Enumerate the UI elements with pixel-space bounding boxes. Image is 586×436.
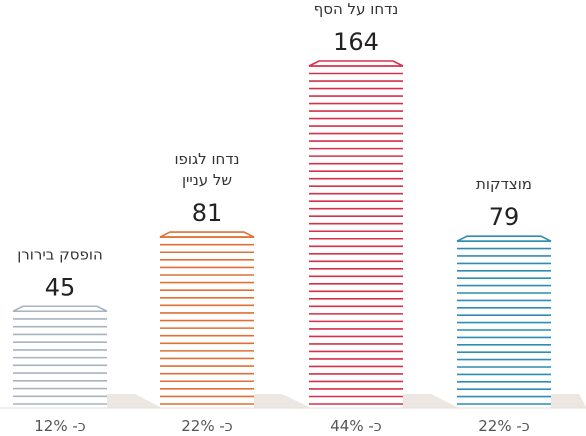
bar-3	[308, 60, 404, 405]
value-label-3: 164	[333, 28, 379, 56]
category-label-4-line-1: מוצדקות	[476, 175, 532, 193]
value-label-2: 81	[192, 199, 223, 227]
ground-shadow-2	[254, 394, 309, 408]
category-label-3-line-1: נדחו על הסף	[314, 0, 399, 18]
bars-layer	[12, 60, 552, 405]
bar-4	[456, 235, 552, 405]
category-label-2-line-2: של עניין	[182, 171, 232, 189]
bar-cap	[159, 231, 255, 238]
percent-label-3: כ- 44%	[330, 417, 382, 435]
category-label-1-line-1: הופסק בירורן	[17, 245, 103, 263]
bar-cap	[12, 305, 108, 313]
value-label-1: 45	[45, 273, 76, 301]
bar-cap	[308, 60, 404, 67]
value-label-4: 79	[489, 203, 520, 231]
ground-shadow-3	[403, 394, 457, 408]
bar-cap	[456, 235, 552, 242]
ground-layer	[0, 394, 586, 409]
percent-label-4: כ- 22%	[478, 417, 530, 435]
ground-shadow-1	[107, 394, 160, 408]
category-label-2-line-1: נדחו לגופו	[174, 150, 239, 168]
bar-2	[159, 231, 255, 405]
labels-layer: 45 הופסק בירורן כ- 12% 81 נדחו לגופו של עניין…	[17, 0, 532, 435]
percent-label-2: כ- 22%	[181, 417, 233, 435]
ground-shadow-4	[551, 394, 586, 408]
bar-1	[12, 305, 108, 405]
percent-label-1: כ- 12%	[34, 417, 86, 435]
